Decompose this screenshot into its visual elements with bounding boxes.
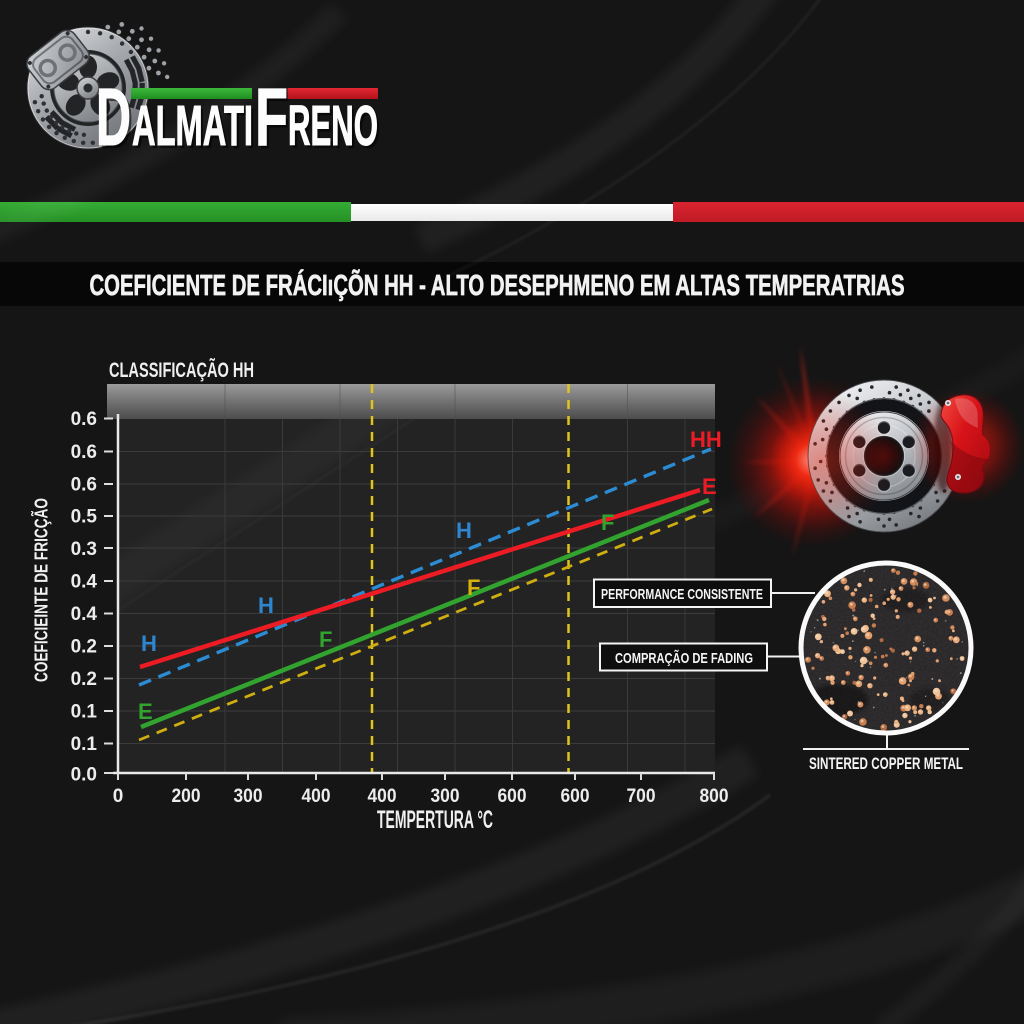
svg-text:0.4: 0.4 — [71, 604, 98, 625]
svg-text:CLASSIFICAÇÃO HH: CLASSIFICAÇÃO HH — [109, 359, 254, 382]
svg-text:F: F — [319, 627, 332, 652]
svg-text:800: 800 — [700, 786, 729, 807]
svg-text:600: 600 — [561, 786, 590, 807]
svg-text:400: 400 — [368, 786, 397, 807]
svg-text:600: 600 — [498, 786, 527, 807]
svg-text:0.1: 0.1 — [71, 734, 98, 755]
svg-text:E: E — [702, 474, 717, 499]
svg-text:H: H — [258, 593, 274, 618]
svg-text:E: E — [138, 699, 153, 724]
svg-text:F: F — [467, 575, 480, 600]
svg-text:RENO: RENO — [288, 94, 378, 158]
svg-text:D: D — [99, 75, 134, 166]
svg-text:0.5: 0.5 — [71, 507, 98, 528]
svg-text:F: F — [601, 510, 614, 535]
svg-text:200: 200 — [172, 786, 201, 807]
svg-text:0.0: 0.0 — [71, 765, 97, 786]
svg-text:TEMPERTURA °C: TEMPERTURA °C — [377, 806, 493, 834]
svg-text:F: F — [255, 72, 288, 163]
svg-text:D: D — [96, 72, 131, 163]
svg-text:0: 0 — [113, 786, 124, 807]
svg-text:F: F — [258, 75, 291, 166]
svg-text:0.6: 0.6 — [71, 475, 97, 496]
svg-text:SINTERED COPPER METAL: SINTERED COPPER METAL — [809, 754, 963, 773]
svg-text:0.2: 0.2 — [71, 637, 97, 658]
svg-text:COEFICIENTE DE FRÁCIıÇÕN HH -: COEFICIENTE DE FRÁCIıÇÕN HH - ALTO DESEP… — [90, 268, 905, 302]
svg-text:0.6: 0.6 — [71, 442, 97, 463]
svg-text:ALMATI: ALMATI — [135, 97, 256, 161]
svg-text:ALMATI: ALMATI — [132, 94, 253, 158]
svg-text:PERFORMANCE CONSISTENTE: PERFORMANCE CONSISTENTE — [601, 586, 763, 603]
svg-text:400: 400 — [302, 786, 331, 807]
svg-text:300: 300 — [234, 786, 263, 807]
svg-text:0.4: 0.4 — [71, 572, 98, 593]
svg-text:HH: HH — [690, 427, 722, 452]
svg-text:RENO: RENO — [291, 97, 381, 161]
svg-text:COMPRAÇÃO DE FADING: COMPRAÇÃO DE FADING — [615, 649, 753, 667]
svg-text:COEFICIEINTE DE FRICÇÃO: COEFICIEINTE DE FRICÇÃO — [31, 498, 52, 682]
svg-text:H: H — [141, 631, 157, 656]
svg-text:300: 300 — [431, 786, 460, 807]
svg-text:0.1: 0.1 — [71, 702, 98, 723]
svg-text:0.3: 0.3 — [71, 539, 97, 560]
svg-text:H: H — [456, 518, 472, 543]
svg-text:700: 700 — [627, 786, 656, 807]
svg-text:0.2: 0.2 — [71, 669, 97, 690]
svg-text:0.6: 0.6 — [71, 409, 97, 430]
